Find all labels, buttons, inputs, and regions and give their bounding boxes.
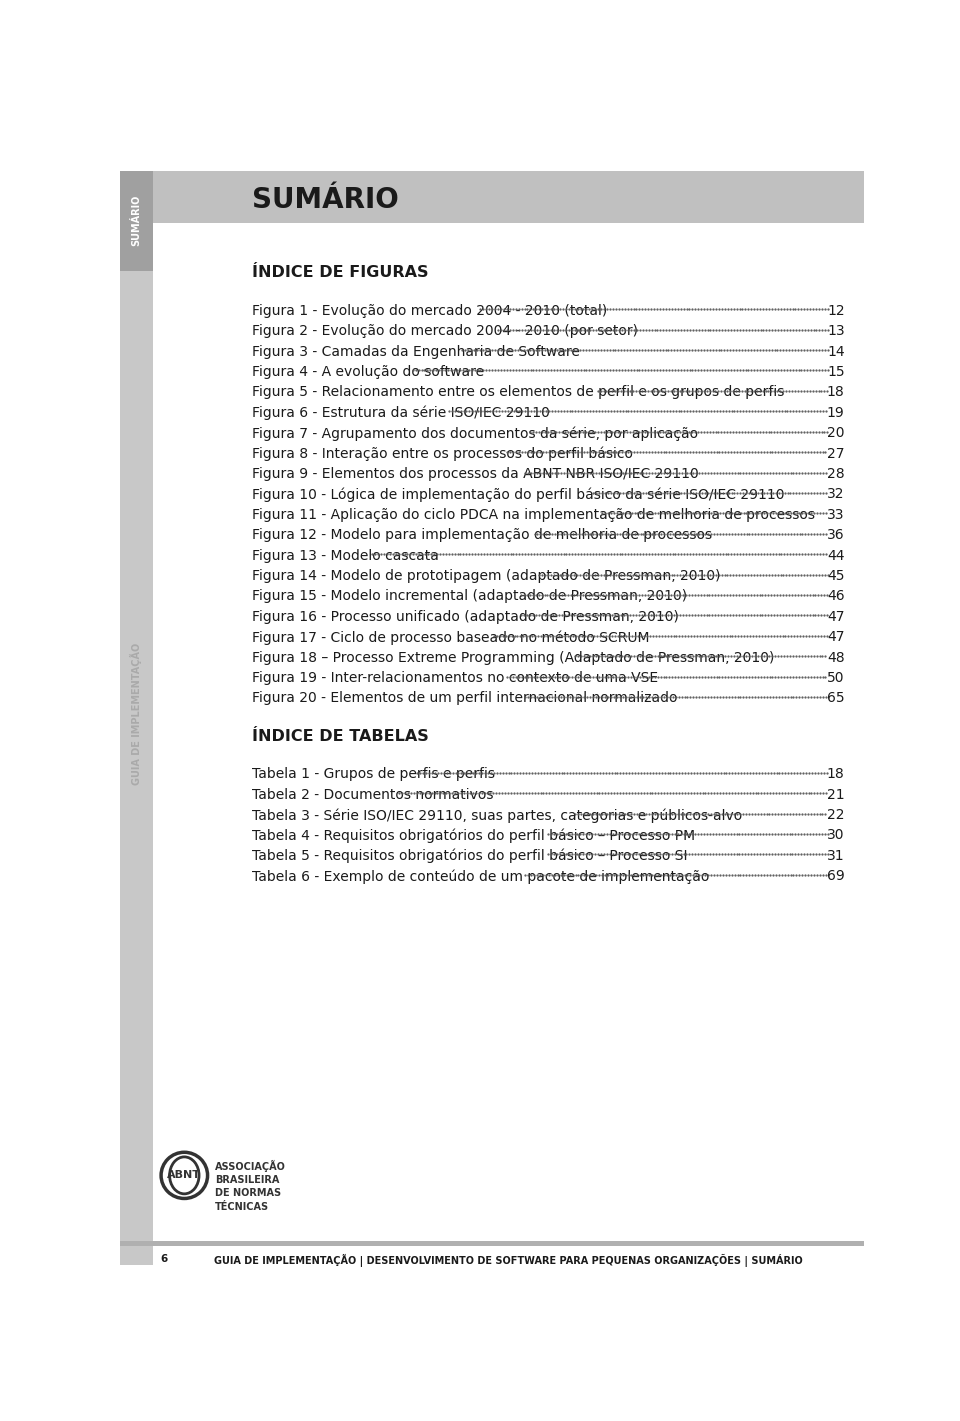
Text: 69: 69 (827, 870, 845, 884)
Text: GUIA DE IMPLEMENTAÇÃO: GUIA DE IMPLEMENTAÇÃO (131, 642, 142, 784)
Text: Figura 19 - Inter-relacionamentos no contexto de uma VSE: Figura 19 - Inter-relacionamentos no con… (252, 671, 658, 685)
Text: 12: 12 (827, 304, 845, 318)
Text: Tabela 6 - Exemplo de conteúdo de um pacote de implementação: Tabela 6 - Exemplo de conteúdo de um pac… (252, 870, 709, 884)
Text: 36: 36 (827, 529, 845, 543)
Text: Figura 13 - Modelo cascata: Figura 13 - Modelo cascata (252, 549, 439, 563)
Text: 22: 22 (828, 809, 845, 823)
Text: 65: 65 (827, 692, 845, 705)
Text: 47: 47 (828, 610, 845, 624)
Text: Figura 15 - Modelo incremental (adaptado de Pressman, 2010): Figura 15 - Modelo incremental (adaptado… (252, 590, 686, 604)
Text: 21: 21 (827, 787, 845, 801)
Text: 18: 18 (827, 767, 845, 782)
Text: Tabela 5 - Requisitos obrigatórios do perfil básico – Processo SI: Tabela 5 - Requisitos obrigatórios do pe… (252, 848, 687, 864)
Text: 32: 32 (828, 487, 845, 502)
Text: SUMÁRIO: SUMÁRIO (252, 186, 398, 213)
Text: 31: 31 (827, 848, 845, 863)
Bar (120, 171, 153, 1265)
Text: Tabela 2 - Documentos normativos: Tabela 2 - Documentos normativos (252, 787, 493, 801)
Text: Figura 6 - Estrutura da série ISO/IEC 29110: Figura 6 - Estrutura da série ISO/IEC 29… (252, 406, 550, 421)
Text: Figura 17 - Ciclo de processo baseado no método SCRUM: Figura 17 - Ciclo de processo baseado no… (252, 630, 649, 645)
Text: 18: 18 (827, 385, 845, 399)
Bar (120, 1241, 864, 1246)
Text: 15: 15 (827, 365, 845, 379)
Text: Figura 18 – Processo ⁣Extreme Programming⁣ (Adaptado de Pressman, 2010): Figura 18 – Processo ⁣Extreme Programmin… (252, 651, 774, 665)
Text: Figura 1 - Evolução do mercado 2004 - 2010 (total): Figura 1 - Evolução do mercado 2004 - 20… (252, 304, 607, 318)
Bar (120, 171, 153, 270)
Text: 13: 13 (827, 324, 845, 338)
Text: ABNT: ABNT (167, 1171, 202, 1181)
Text: 33: 33 (828, 507, 845, 522)
Text: Figura 8 - Interação entre os processos do perfil básico: Figura 8 - Interação entre os processos … (252, 446, 633, 460)
Bar (153, 171, 864, 223)
Text: 47: 47 (828, 630, 845, 644)
Text: Figura 2 - Evolução do mercado 2004 - 2010 (por setor): Figura 2 - Evolução do mercado 2004 - 20… (252, 324, 637, 338)
Text: 48: 48 (827, 651, 845, 665)
Text: 46: 46 (827, 590, 845, 604)
Text: Figura 9 - Elementos dos processos da ABNT NBR ISO/IEC 29110: Figura 9 - Elementos dos processos da AB… (252, 468, 699, 480)
Text: Figura 4 - A evolução do ⁣software⁣: Figura 4 - A evolução do ⁣software⁣ (252, 365, 484, 379)
Text: 6: 6 (160, 1253, 168, 1263)
Text: 27: 27 (828, 446, 845, 460)
Text: Figura 10 - Lógica de implementação do perfil básico da série ISO/IEC 29110: Figura 10 - Lógica de implementação do p… (252, 487, 784, 502)
Text: Figura 3 - Camadas da Engenharia de ⁣Software⁣: Figura 3 - Camadas da Engenharia de ⁣Sof… (252, 344, 580, 358)
Text: ÍNDICE DE FIGURAS: ÍNDICE DE FIGURAS (252, 266, 428, 280)
Text: 20: 20 (828, 426, 845, 441)
Text: 44: 44 (828, 549, 845, 563)
Text: 30: 30 (828, 828, 845, 843)
Text: Figura 12 - Modelo para implementação de melhoria de processos: Figura 12 - Modelo para implementação de… (252, 529, 712, 543)
Text: Tabela 1 - Grupos de perfis e perfis: Tabela 1 - Grupos de perfis e perfis (252, 767, 494, 782)
Text: Tabela 4 - Requisitos obrigatórios do perfil básico – Processo PM: Tabela 4 - Requisitos obrigatórios do pe… (252, 828, 695, 843)
Text: Tabela 3 - Série ISO/IEC 29110, suas partes, categorias e públicos-alvo: Tabela 3 - Série ISO/IEC 29110, suas par… (252, 809, 742, 823)
Text: 28: 28 (827, 468, 845, 480)
Text: ASSOCIAÇÃO
BRASILEIRA
DE NORMAS
TÉCNICAS: ASSOCIAÇÃO BRASILEIRA DE NORMAS TÉCNICAS (215, 1160, 286, 1212)
Text: 14: 14 (827, 344, 845, 358)
Text: Figura 14 - Modelo de prototipagem (adaptado de Pressman, 2010): Figura 14 - Modelo de prototipagem (adap… (252, 568, 720, 583)
Text: Figura 5 - Relacionamento entre os elementos de perfil e os grupos de perfis: Figura 5 - Relacionamento entre os eleme… (252, 385, 784, 399)
Text: 45: 45 (828, 568, 845, 583)
Text: Figura 20 - Elementos de um perfil internacional normalizado: Figura 20 - Elementos de um perfil inter… (252, 692, 677, 705)
Text: Figura 7 - Agrupamento dos documentos da série, por aplicação: Figura 7 - Agrupamento dos documentos da… (252, 426, 698, 441)
Text: Figura 16 - Processo unificado (adaptado de Pressman, 2010): Figura 16 - Processo unificado (adaptado… (252, 610, 679, 624)
Text: SUMÁRIO: SUMÁRIO (132, 195, 141, 246)
Text: 50: 50 (828, 671, 845, 685)
Text: Figura 11 - Aplicação do ciclo PDCA na implementação de melhoria de processos: Figura 11 - Aplicação do ciclo PDCA na i… (252, 507, 815, 522)
Text: 19: 19 (827, 406, 845, 419)
Text: GUIA DE IMPLEMENTAÇÃO | DESENVOLVIMENTO DE SOFTWARE PARA PEQUENAS ORGANIZAÇÕES |: GUIA DE IMPLEMENTAÇÃO | DESENVOLVIMENTO … (214, 1253, 803, 1268)
Text: ÍNDICE DE TABELAS: ÍNDICE DE TABELAS (252, 729, 428, 743)
